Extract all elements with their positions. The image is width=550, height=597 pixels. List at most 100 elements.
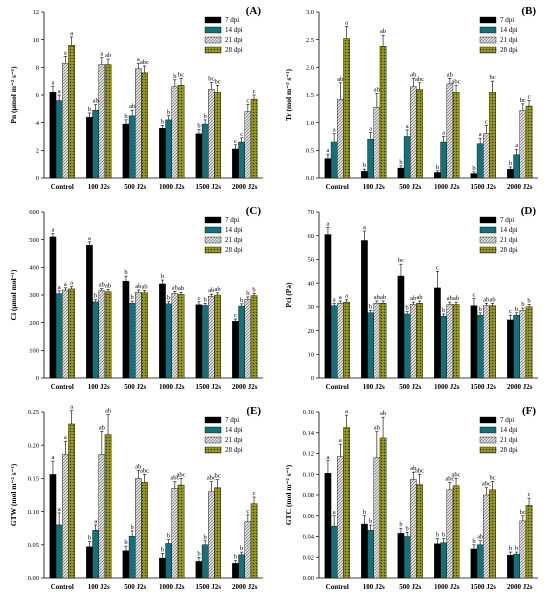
legend-entry: 21 dpi: [225, 36, 243, 44]
category-label: Control: [51, 583, 74, 591]
legend-swatch: [479, 446, 497, 454]
significance-letter: c: [240, 131, 243, 138]
bar: [122, 280, 130, 379]
y-tick-label: 6: [36, 92, 40, 99]
legend-swatch: [479, 236, 497, 244]
significance-letter: b: [124, 269, 127, 276]
bar: [513, 553, 520, 579]
legend-swatch: [204, 26, 222, 34]
significance-letter: b: [369, 303, 372, 310]
y-axis-label: GTW (mol m⁻² s⁻¹): [9, 463, 18, 526]
significance-letter: b: [88, 106, 91, 113]
bar: [104, 434, 112, 579]
bar: [214, 294, 221, 379]
significance-letter: b: [479, 306, 482, 313]
y-tick-label: 0.12: [303, 451, 314, 458]
category-label: 500 J2s: [124, 383, 146, 391]
bar: [330, 305, 338, 379]
bar: [92, 110, 99, 179]
panel-label: (D): [521, 205, 537, 217]
category-label: 500 J2s: [124, 183, 146, 191]
bar: [397, 167, 405, 179]
bar: [324, 473, 332, 579]
bar: [244, 298, 252, 379]
y-tick-label: 8: [36, 65, 39, 72]
significance-letter: b: [240, 545, 243, 552]
legend-swatch: [479, 16, 497, 24]
legend-entry: 28 dpi: [500, 46, 518, 54]
legend-swatch: [479, 416, 497, 424]
significance-letter: bc: [214, 473, 220, 480]
bar: [208, 89, 215, 179]
category-label: 1500 J2s: [196, 583, 222, 591]
panel-label: (A): [246, 5, 262, 17]
bar: [122, 123, 130, 179]
bar: [135, 478, 142, 579]
bar: [49, 236, 57, 379]
legend-swatch: [479, 46, 497, 54]
bar: [128, 535, 136, 579]
significance-letter: ab: [105, 408, 111, 415]
bar: [379, 303, 387, 379]
category-label: Control: [326, 183, 349, 191]
significance-letter: b: [363, 509, 366, 516]
significance-letter: a: [406, 123, 409, 130]
significance-letter: b: [204, 534, 207, 541]
significance-letter: b: [131, 294, 134, 301]
y-tick-label: 3.0: [306, 9, 314, 16]
category-label: 1000 J2s: [434, 383, 460, 391]
bar: [440, 542, 447, 579]
significance-letter: a: [100, 51, 103, 58]
significance-letter: a: [70, 404, 73, 411]
bar: [195, 304, 203, 379]
bar: [62, 289, 69, 379]
bar: [470, 305, 478, 379]
significance-letter: ab: [447, 295, 453, 302]
legend-entry: 28 dpi: [225, 446, 243, 454]
bar: [337, 303, 344, 379]
y-tick-label: 20: [308, 328, 315, 335]
significance-letter: c: [485, 118, 488, 125]
bar: [250, 98, 258, 179]
legend-entry: 28 dpi: [500, 246, 518, 254]
category-label: 2000 J2s: [232, 383, 258, 391]
bar: [177, 294, 185, 379]
bar: [135, 292, 142, 379]
bar: [159, 283, 166, 379]
significance-letter: bc: [520, 509, 526, 516]
y-tick-label: 50: [308, 257, 315, 264]
bar: [519, 110, 527, 179]
legend-entry: 21 dpi: [225, 236, 243, 244]
bar: [416, 89, 423, 179]
significance-letter: a: [333, 509, 336, 516]
y-tick-label: 2.0: [306, 65, 314, 72]
category-label: 1000 J2s: [434, 183, 460, 191]
y-tick-label: 0.00: [303, 575, 314, 582]
bar: [232, 148, 239, 179]
y-tick-label: 0.02: [303, 554, 314, 561]
bar: [446, 83, 454, 179]
significance-letter: ab: [93, 98, 99, 105]
bar: [361, 171, 368, 179]
category-label: 500 J2s: [399, 383, 421, 391]
y-axis-label: Pn (μmol m⁻² s⁻¹): [9, 66, 18, 124]
bar: [525, 105, 533, 179]
significance-letter: a: [345, 408, 348, 415]
bar: [171, 86, 179, 179]
significance-letter: a: [58, 506, 61, 513]
legend-entry: 7 dpi: [225, 416, 239, 424]
bar: [68, 423, 75, 579]
significance-letter: ab: [416, 294, 422, 301]
bar: [525, 306, 533, 379]
significance-letter: b: [527, 297, 530, 304]
significance-letter: a: [70, 280, 73, 287]
significance-letter: abc: [140, 467, 149, 474]
y-tick-label: 0.10: [303, 471, 314, 478]
significance-letter: abc: [140, 59, 149, 66]
significance-letter: abc: [452, 471, 461, 478]
y-tick-label: 500: [29, 237, 39, 244]
category-label: 1500 J2s: [196, 183, 222, 191]
bar: [452, 304, 460, 379]
y-tick-label: 0.04: [303, 534, 315, 541]
panel-label: (B): [521, 5, 536, 17]
